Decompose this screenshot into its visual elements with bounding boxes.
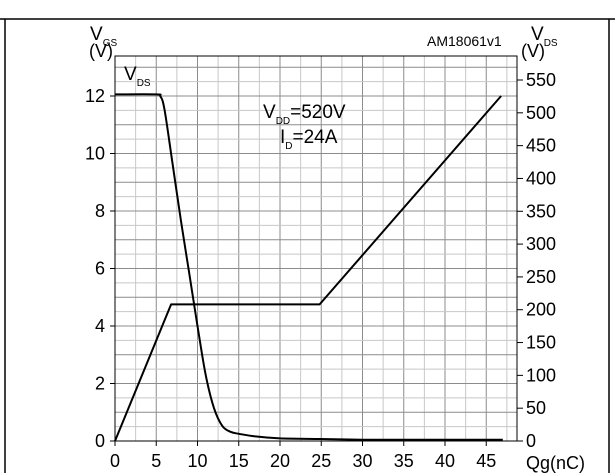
y-right-tick-label: 150: [526, 333, 556, 353]
y-right-tick-label: 400: [526, 168, 556, 188]
y-left-tick-label: 0: [95, 431, 105, 451]
annotation-id: ID=24A: [280, 127, 338, 152]
y-right-tick-label: 450: [526, 136, 556, 156]
x-tick-label: 10: [187, 451, 207, 471]
y-right-tick-label: 0: [526, 431, 536, 451]
y-right-tick-label: 50: [526, 398, 546, 418]
series-line-vgs: [114, 95, 502, 442]
y-right-tick-label: 500: [526, 103, 556, 123]
y-left-tick-label: 8: [95, 201, 105, 221]
figure-id: AM18061v1: [427, 33, 502, 49]
y-left-axis-label: VGS: [90, 24, 117, 49]
x-axis-label: Qg(nC): [526, 453, 585, 473]
x-tick-labels: 0 5 10 15 20 25 30 35 40 45: [110, 441, 496, 471]
x-tick-label: 0: [110, 451, 120, 471]
y-right-tick-label: 250: [526, 267, 556, 287]
x-tick-label: 5: [151, 451, 161, 471]
data-series: [114, 93, 503, 442]
y-right-tick-labels: 0 50 100 150 200 250 300 350 400 450 500 550: [517, 70, 556, 451]
x-tick-label: 30: [352, 451, 372, 471]
y-left-tick-labels: 0 2 4 6 8 10 12: [85, 86, 115, 451]
x-tick-label: 15: [229, 451, 249, 471]
y-left-tick-label: 10: [85, 144, 105, 164]
y-right-axis-unit: (V): [521, 41, 545, 61]
y-right-tick-label: 100: [526, 365, 556, 385]
y-left-axis-unit: (V): [89, 41, 113, 61]
annotation-vdd: VDD=520V: [263, 102, 346, 127]
y-right-tick-label: 300: [526, 234, 556, 254]
plot-frame: [114, 55, 518, 442]
y-left-tick-label: 6: [95, 259, 105, 279]
x-tick-label: 25: [311, 451, 331, 471]
y-right-tick-label: 550: [526, 70, 556, 90]
grid-lines: [115, 56, 517, 441]
y-right-tick-label: 200: [526, 300, 556, 320]
vds-curve-label: VDS: [124, 64, 151, 89]
x-tick-label: 35: [394, 451, 414, 471]
series-line-vds: [114, 93, 503, 441]
y-left-tick-label: 2: [95, 374, 105, 394]
y-right-tick-label: 350: [526, 201, 556, 221]
x-tick-label: 40: [435, 451, 455, 471]
x-tick-label: 20: [270, 451, 290, 471]
y-left-tick-label: 12: [85, 86, 105, 106]
y-left-tick-label: 4: [95, 316, 105, 336]
x-tick-label: 45: [476, 451, 496, 471]
y-right-axis-label: VDS: [531, 24, 558, 49]
